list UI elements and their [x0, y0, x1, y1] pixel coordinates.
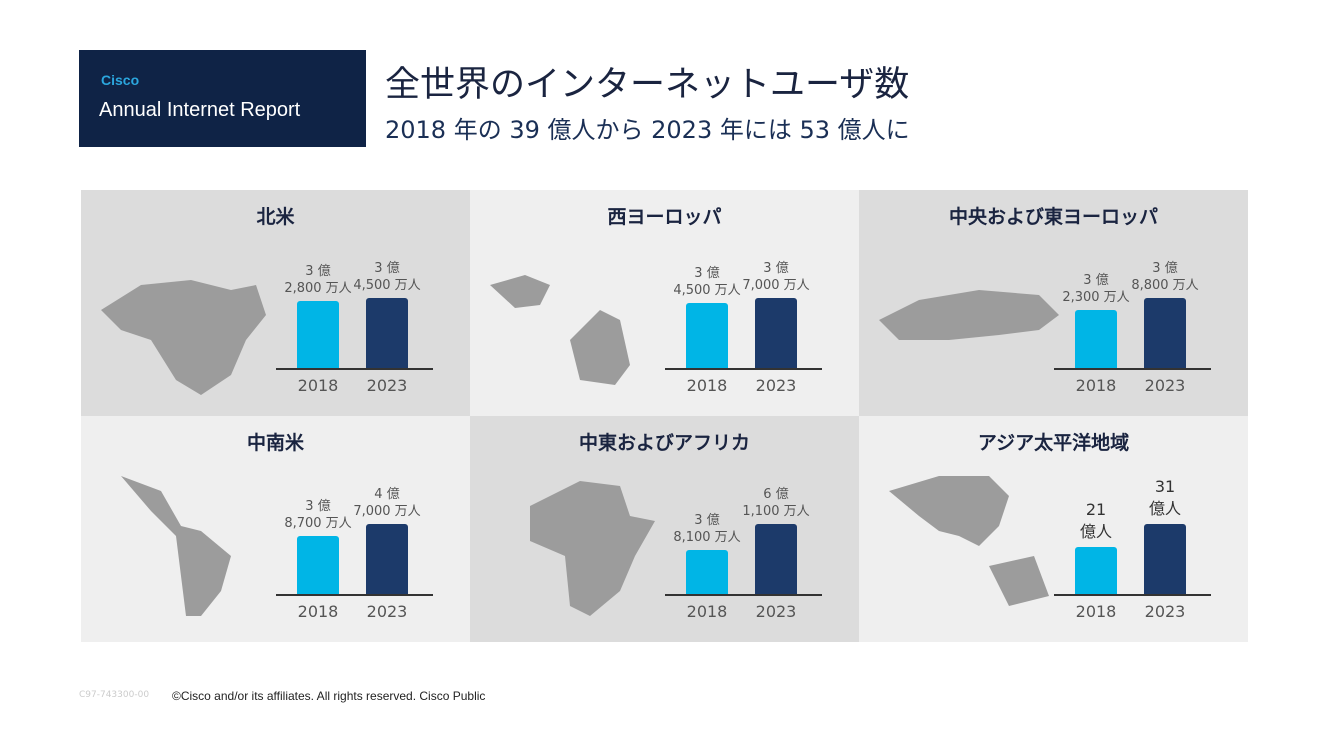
bar [1144, 298, 1186, 368]
chart-panel: 中央および東ヨーロッパ 3 億 2,300 万人 2018 3 億 8,800 万人 2… [859, 190, 1248, 416]
value-label: 3 億 8,100 万人 [673, 513, 741, 546]
x-axis [665, 594, 822, 596]
region-map [879, 290, 1059, 340]
bar [1075, 546, 1117, 594]
map [879, 290, 1059, 340]
copyright: ©Cisco and/or its affiliates. All rights… [172, 689, 486, 703]
brand: Cisco [101, 72, 140, 88]
bar [755, 524, 797, 594]
value-label: 3 億 2,800 万人 [284, 264, 352, 297]
x-axis [276, 594, 433, 596]
chart-panel: 中東およびアフリカ 3 億 8,100 万人 2018 6 億 1,100 万人 202… [470, 416, 859, 642]
chart-title: 中東およびアフリカ [578, 432, 750, 454]
brand-box: Cisco Annual Internet Report [79, 50, 366, 147]
value-label: 6 億 1,100 万人 [742, 487, 810, 519]
x-tick-label: 2018 [297, 376, 339, 395]
chart-panel: アジア太平洋地域 21 億人 2018 31 億人 2023 [859, 416, 1248, 642]
x-tick-label: 2018 [686, 376, 728, 395]
chart-title: 西ヨーロッパ [607, 206, 722, 228]
x-tick-label: 2018 [297, 602, 339, 621]
bar [686, 550, 728, 594]
chart-title: 中央および東ヨーロッパ [948, 206, 1158, 228]
x-tick-label: 2018 [1075, 602, 1117, 621]
doc-code: C97-743300-00 [79, 690, 150, 700]
x-tick-label: 2018 [1075, 376, 1117, 395]
chart-panel: 北米 3 億 2,800 万人 2018 3 億 4,500 万人 2023 [81, 190, 470, 416]
x-axis [276, 368, 433, 370]
value-label: 3 億 4,500 万人 [673, 265, 741, 298]
value-label: 21 億人 [1079, 499, 1112, 541]
region-map [101, 280, 266, 395]
value-label: 4 億 7,000 万人 [353, 487, 421, 519]
chart-title: 中南米 [246, 432, 304, 454]
bar [1144, 524, 1186, 594]
map [530, 481, 655, 616]
chart-title: アジア太平洋地域 [977, 432, 1130, 454]
bar [297, 301, 339, 368]
x-tick-label: 2023 [755, 602, 797, 621]
x-axis [665, 368, 822, 370]
subtitle: 2018 年の 39 億人から 2023 年には 53 億人に [385, 116, 910, 144]
bar [366, 524, 408, 594]
value-label: 3 億 8,700 万人 [284, 499, 352, 532]
value-label: 31 億人 [1148, 477, 1181, 518]
x-tick-label: 2023 [366, 376, 408, 395]
x-tick-label: 2023 [1144, 602, 1186, 621]
title: 全世界のインターネットユーザ数 [385, 65, 910, 105]
x-axis [1054, 594, 1211, 596]
bar [686, 302, 728, 368]
report-name: Annual Internet Report [99, 99, 301, 121]
region-map [121, 476, 231, 616]
bar [1075, 309, 1117, 368]
bar [366, 298, 408, 368]
region-map [490, 275, 630, 385]
bar [297, 536, 339, 594]
value-label: 3 億 8,800 万人 [1131, 261, 1199, 293]
region-map [889, 476, 1049, 606]
value-label: 3 億 4,500 万人 [353, 261, 421, 293]
value-label: 3 億 2,300 万人 [1062, 272, 1130, 305]
map [889, 476, 1049, 606]
x-tick-label: 2023 [755, 376, 797, 395]
chart-panel: 中南米 3 億 8,700 万人 2018 4 億 7,000 万人 2023 [81, 416, 470, 642]
chart-panel: 西ヨーロッパ 3 億 4,500 万人 2018 3 億 7,000 万人 2023 [470, 190, 859, 416]
value-label: 3 億 7,000 万人 [742, 261, 810, 293]
region-map [530, 481, 655, 616]
x-tick-label: 2018 [686, 602, 728, 621]
map [101, 280, 266, 395]
x-tick-label: 2023 [1144, 376, 1186, 395]
chart-title: 北米 [256, 206, 295, 228]
bar [755, 298, 797, 368]
x-tick-label: 2023 [366, 602, 408, 621]
x-axis [1054, 368, 1211, 370]
map [490, 275, 630, 385]
map [121, 476, 231, 616]
